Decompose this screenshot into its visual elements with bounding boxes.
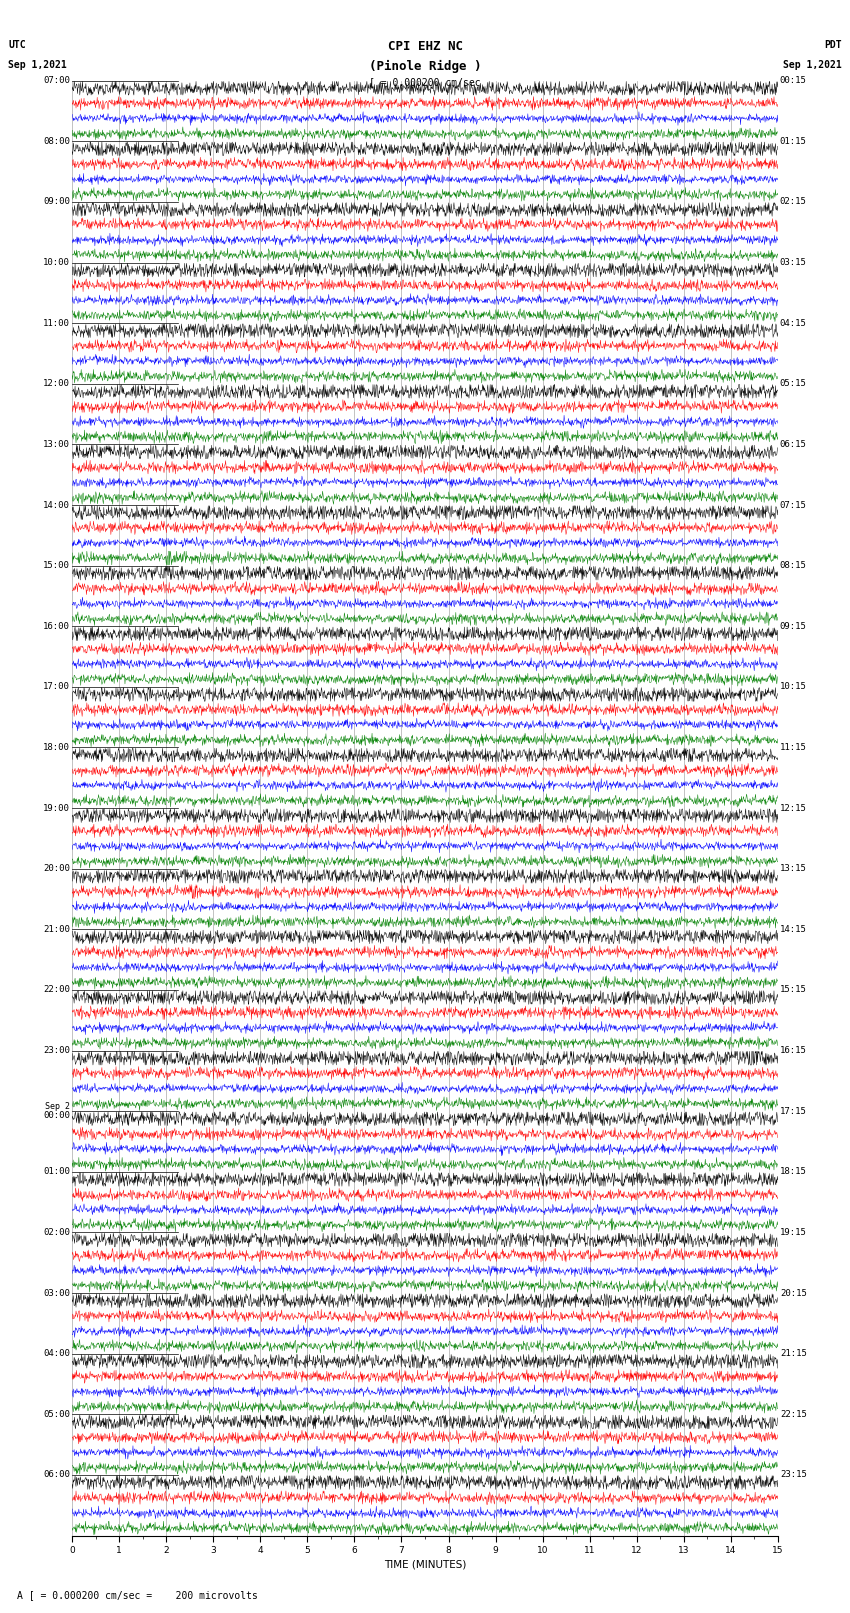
Text: 02:15: 02:15 (779, 197, 807, 206)
Text: 16:15: 16:15 (779, 1047, 807, 1055)
Text: 21:00: 21:00 (43, 924, 71, 934)
Text: 18:15: 18:15 (779, 1168, 807, 1176)
Text: 16:00: 16:00 (43, 621, 71, 631)
Text: 20:00: 20:00 (43, 865, 71, 873)
Text: 06:00: 06:00 (43, 1471, 71, 1479)
Text: 12:00: 12:00 (43, 379, 71, 389)
Text: 17:15: 17:15 (779, 1107, 807, 1116)
Text: (Pinole Ridge ): (Pinole Ridge ) (369, 60, 481, 73)
Text: 12:15: 12:15 (779, 803, 807, 813)
Text: A [ = 0.000200 cm/sec =    200 microvolts: A [ = 0.000200 cm/sec = 200 microvolts (17, 1590, 258, 1600)
Text: 18:00: 18:00 (43, 744, 71, 752)
Text: 13:15: 13:15 (779, 865, 807, 873)
Text: 01:00: 01:00 (43, 1168, 71, 1176)
Text: 15:15: 15:15 (779, 986, 807, 995)
Text: 01:15: 01:15 (779, 137, 807, 145)
X-axis label: TIME (MINUTES): TIME (MINUTES) (384, 1560, 466, 1569)
Text: 19:00: 19:00 (43, 803, 71, 813)
Text: 19:15: 19:15 (779, 1227, 807, 1237)
Text: 08:15: 08:15 (779, 561, 807, 569)
Text: 04:15: 04:15 (779, 319, 807, 327)
Text: 22:00: 22:00 (43, 986, 71, 995)
Text: 21:15: 21:15 (779, 1348, 807, 1358)
Text: 23:15: 23:15 (779, 1471, 807, 1479)
Text: 15:00: 15:00 (43, 561, 71, 569)
Text: 09:00: 09:00 (43, 197, 71, 206)
Text: 08:00: 08:00 (43, 137, 71, 145)
Text: Sep 2: Sep 2 (45, 1102, 71, 1111)
Text: Sep 1,2021: Sep 1,2021 (783, 60, 842, 69)
Text: 10:15: 10:15 (779, 682, 807, 692)
Text: 11:00: 11:00 (43, 319, 71, 327)
Text: 17:00: 17:00 (43, 682, 71, 692)
Text: 00:00: 00:00 (43, 1111, 71, 1119)
Text: 02:00: 02:00 (43, 1227, 71, 1237)
Text: 07:00: 07:00 (43, 76, 71, 85)
Text: 10:00: 10:00 (43, 258, 71, 268)
Text: UTC: UTC (8, 40, 26, 50)
Text: 04:00: 04:00 (43, 1348, 71, 1358)
Text: CPI EHZ NC: CPI EHZ NC (388, 40, 462, 53)
Text: 22:15: 22:15 (779, 1410, 807, 1419)
Text: [ = 0.000200 cm/sec: [ = 0.000200 cm/sec (369, 77, 481, 87)
Text: 20:15: 20:15 (779, 1289, 807, 1297)
Text: 07:15: 07:15 (779, 500, 807, 510)
Text: Sep 1,2021: Sep 1,2021 (8, 60, 67, 69)
Text: PDT: PDT (824, 40, 842, 50)
Text: 14:15: 14:15 (779, 924, 807, 934)
Text: 14:00: 14:00 (43, 500, 71, 510)
Text: 03:15: 03:15 (779, 258, 807, 268)
Text: 13:00: 13:00 (43, 440, 71, 448)
Text: 05:15: 05:15 (779, 379, 807, 389)
Text: 03:00: 03:00 (43, 1289, 71, 1297)
Text: 05:00: 05:00 (43, 1410, 71, 1419)
Text: 23:00: 23:00 (43, 1047, 71, 1055)
Text: 09:15: 09:15 (779, 621, 807, 631)
Text: 11:15: 11:15 (779, 744, 807, 752)
Text: 06:15: 06:15 (779, 440, 807, 448)
Text: 00:15: 00:15 (779, 76, 807, 85)
